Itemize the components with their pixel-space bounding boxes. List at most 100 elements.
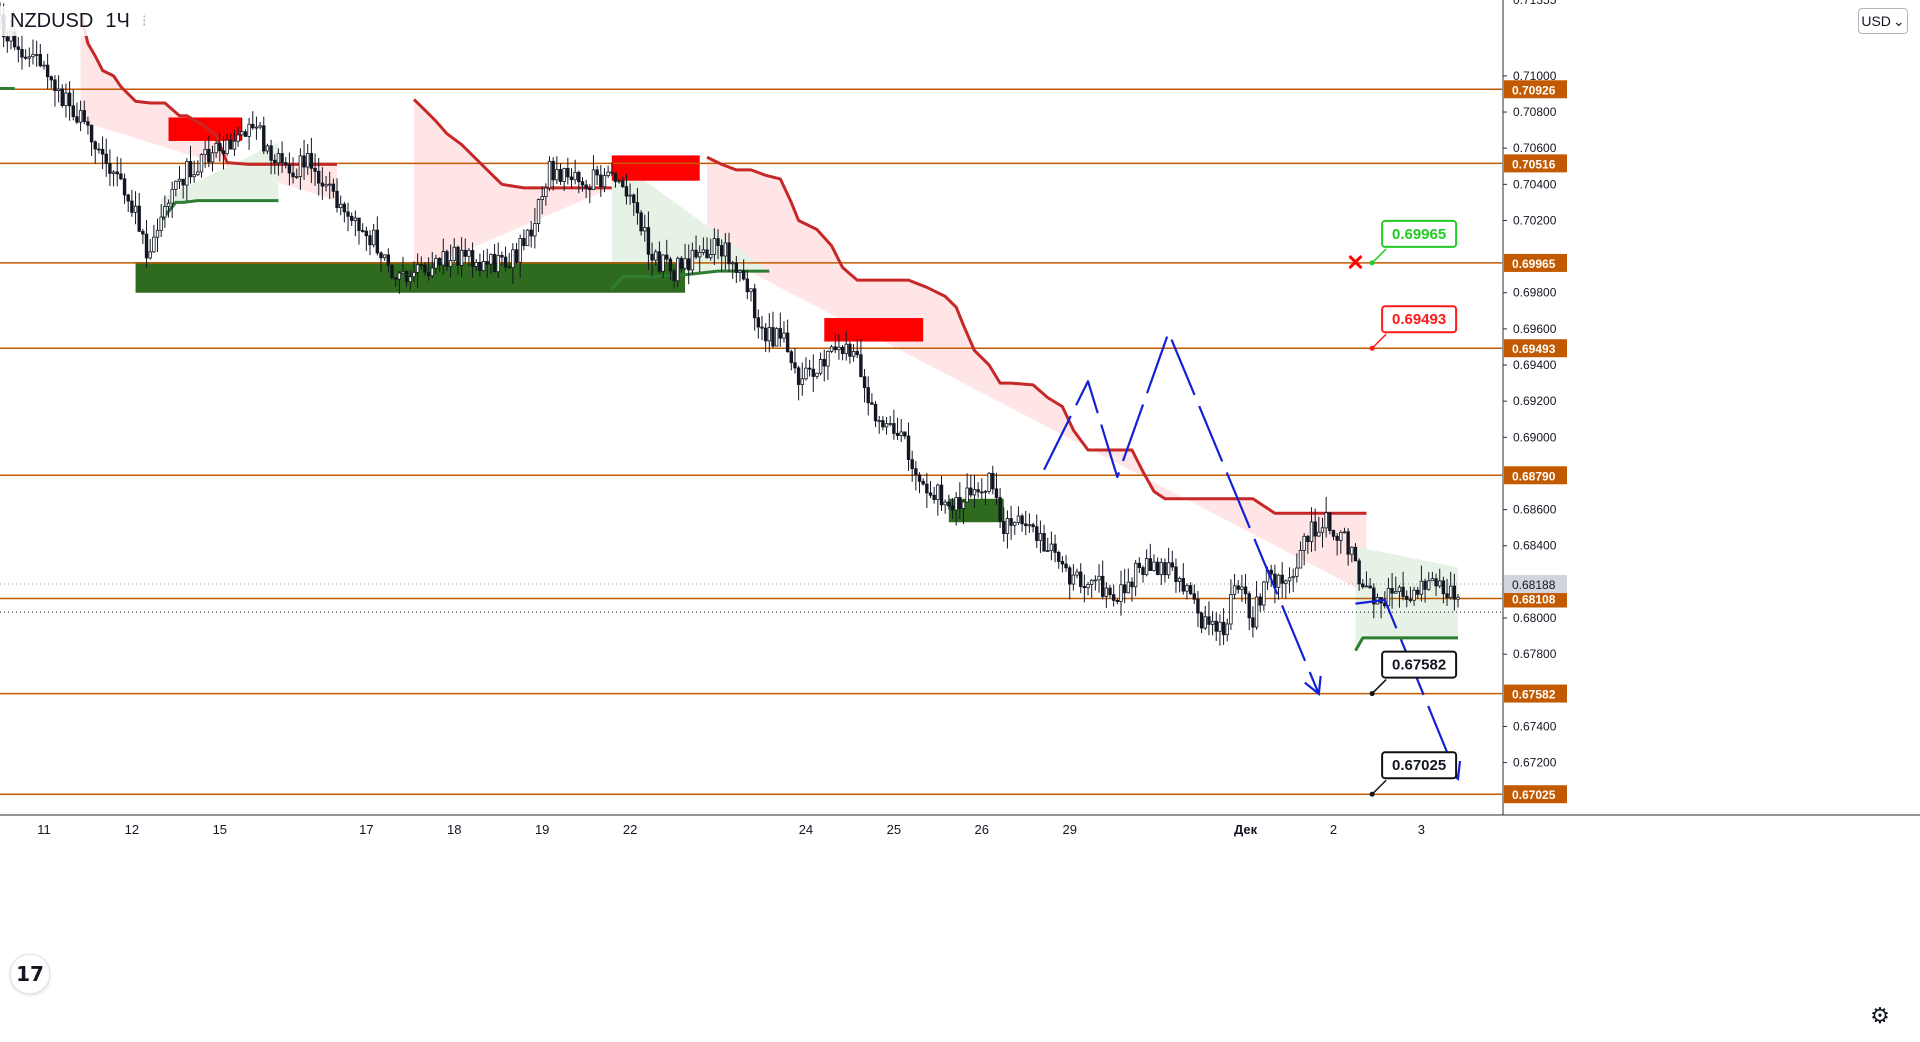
candle-body [295,176,299,178]
candle-body [1240,586,1244,590]
candle [610,162,614,176]
candle [1027,513,1032,533]
candle-body [694,249,698,258]
candle [1386,577,1391,610]
candle [45,53,50,90]
candle-body [196,171,200,176]
candle [1210,611,1215,636]
candle [1236,580,1240,594]
candle-body [496,254,500,273]
candle [86,116,90,135]
candle [972,474,977,508]
candle [452,238,456,263]
candle [807,359,812,377]
candle-body [899,431,903,436]
candle [199,153,204,178]
candle-body [379,252,383,259]
candle-body [1416,589,1420,595]
candle-body [426,271,431,277]
candle [1009,505,1013,540]
candle [97,143,101,154]
candle [401,256,405,274]
candle [1229,579,1233,630]
candle-body [240,131,244,136]
candle-body [163,206,167,218]
candle [313,153,317,187]
candle [1031,522,1035,533]
candle-body [1438,580,1442,587]
tradingview-logo-icon[interactable]: 17 [10,954,50,994]
candle-body [1269,569,1273,575]
level-badge-box [1504,785,1567,804]
candle-body [774,328,779,347]
candle-body [599,174,603,188]
candle-body [280,153,284,164]
candle-body [676,257,680,282]
candle [573,159,577,185]
candle-body [353,217,358,221]
symbol-ticker[interactable]: NZDUSD [10,9,94,32]
candle-body [1137,562,1142,568]
candle-body [654,251,658,261]
candle-body [122,178,127,196]
candle [426,257,431,281]
candle-body [1133,562,1138,588]
candle [64,83,68,118]
candle [1097,564,1101,593]
candle [730,260,735,279]
candle-body [1100,575,1105,597]
candle-body [459,249,464,266]
candle [888,415,892,427]
candle-body [1097,575,1101,581]
candle [368,230,372,256]
candle-body [1254,596,1259,628]
candle [694,235,698,260]
candle-body [639,212,643,232]
level-badge-box [1504,684,1567,703]
candle-body [547,160,552,189]
candle-body [324,184,328,187]
candle [404,270,409,288]
candle-body [932,494,936,500]
candle-body [284,162,288,165]
candle-body [1456,596,1460,600]
candle-body [437,258,442,266]
candle-body [371,229,376,246]
candle [668,256,673,280]
gear-icon[interactable]: ⚙ [1870,1003,1890,1029]
candle [1368,578,1372,589]
candle-body [346,211,350,217]
candle [276,148,281,176]
candle-body [917,474,922,482]
candle [1339,530,1343,554]
candle [1148,543,1153,571]
candle [994,472,999,506]
candle [672,268,676,289]
candle [1350,546,1354,563]
candle [1174,558,1178,593]
candle [998,488,1002,529]
candle-body [895,432,900,436]
candle-body [1115,600,1120,602]
candle [496,242,500,278]
candle-body [1046,550,1050,552]
symbol-interval[interactable]: 1Ч [105,9,130,32]
candle [884,416,889,435]
candle-body [881,420,885,428]
candle [1306,534,1310,554]
target-label-box [1381,305,1458,334]
x-tick-label: 11 [37,822,51,837]
candle [1115,598,1120,605]
x-tick-label: 12 [125,822,139,837]
candle-body [943,501,947,506]
candle [613,172,618,188]
candle [1163,558,1167,583]
candle [34,40,39,67]
currency-button[interactable]: USD ⌄ [1858,8,1908,34]
candle [1328,512,1332,535]
candle-body [393,277,398,280]
candle [302,139,306,180]
candle-body [463,249,467,257]
